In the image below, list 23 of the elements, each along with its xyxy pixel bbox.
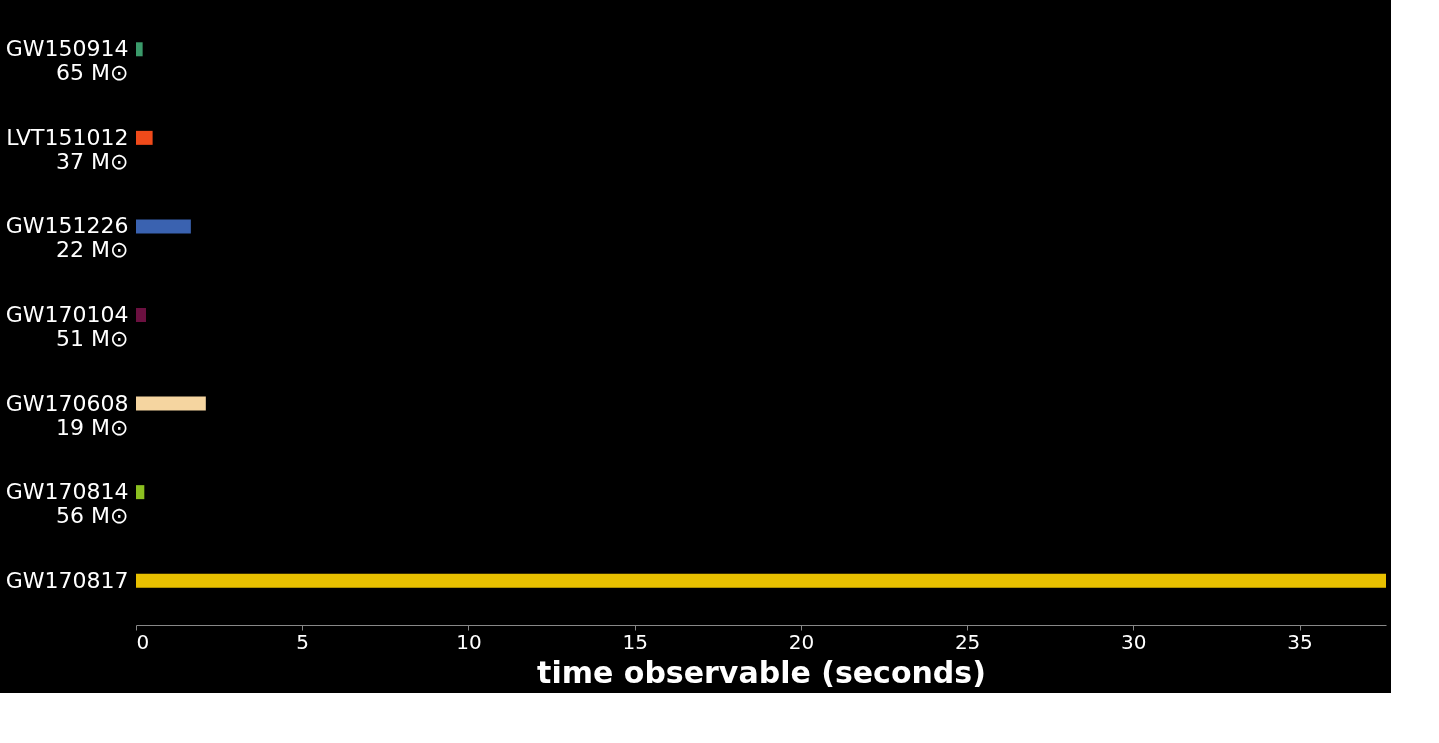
- y-tick-label: GW170814 56 M⊙: [5, 479, 129, 529]
- y-tick-label: GW150914 65 M⊙: [5, 36, 129, 86]
- bar: [136, 485, 145, 500]
- x-tick-label: 15: [622, 629, 648, 654]
- x-tick-label: 35: [1287, 629, 1313, 654]
- y-tick-label: GW170608 19 M⊙: [5, 390, 129, 440]
- x-tick-label: 10: [456, 629, 482, 654]
- y-tick-label: GW151226 22 M⊙: [5, 213, 129, 263]
- x-tick-label: 25: [954, 629, 981, 654]
- bar: [136, 573, 1386, 588]
- x-tick-label: 30: [1121, 629, 1147, 654]
- bar: [136, 219, 191, 234]
- x-tick-label: 0: [136, 629, 150, 654]
- y-tick-label: LVT151012 37 M⊙: [6, 124, 129, 174]
- x-tick-label: 20: [788, 629, 815, 654]
- bar: [136, 130, 153, 145]
- bar: [136, 396, 206, 411]
- bar: [136, 308, 146, 322]
- y-tick-label: GW170817: [5, 567, 129, 593]
- y-tick-label: GW170104 51 M⊙: [5, 302, 129, 351]
- x-axis-title: time observable (seconds): [537, 654, 986, 690]
- x-tick-label: 5: [296, 629, 310, 654]
- bar: [136, 42, 143, 57]
